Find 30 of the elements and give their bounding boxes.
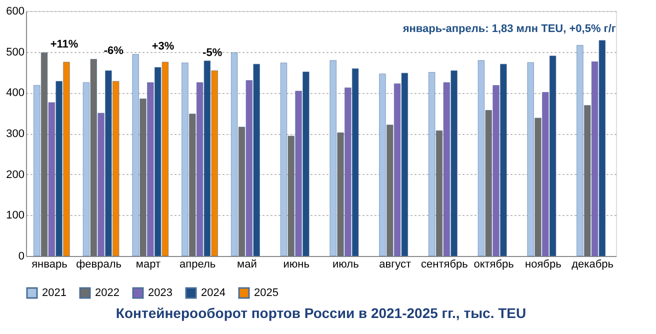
x-tick-label: ноябрь [525, 258, 562, 270]
x-tick-label: март [136, 258, 160, 270]
annotation: +3% [152, 40, 174, 52]
x-tick-label: сентябрь [421, 258, 468, 270]
x-tick-label: декабрь [572, 258, 614, 270]
legend-label: 2023 [148, 287, 172, 299]
x-tick-label: апрель [180, 258, 216, 270]
y-tick-label: 0 [18, 250, 24, 262]
x-tick-label: октябрь [474, 258, 514, 270]
x-tick-label: февраль [76, 258, 122, 270]
x-tick-label: август [379, 258, 412, 270]
y-tick-label: 400 [6, 87, 24, 100]
x-tick-label: май [237, 258, 257, 270]
text: Контейнерооборот портов России в 2021-2025 гг., тыс. TEU [116, 305, 526, 321]
annotation: +11% [50, 38, 78, 51]
y-tick-label: 300 [6, 128, 24, 140]
y-tick-label: 500 [6, 46, 24, 58]
y-tick-label: 600 [6, 6, 24, 18]
y-tick-label: 100 [6, 210, 24, 222]
legend-label: 2024 [201, 287, 226, 299]
x-tick-label: июнь [283, 258, 310, 270]
legend-label: 2021 [42, 287, 66, 299]
x-tick-label: январь [32, 258, 68, 270]
y-tick-label: 200 [6, 168, 24, 181]
annotation: -6% [104, 45, 124, 58]
x-tick-label: июль [332, 258, 360, 270]
annotation: -5% [202, 46, 222, 59]
annotation: январь-апрель: 1,83 млн TEU, +0,5% г/г [402, 23, 616, 35]
legend-label: 2025 [254, 287, 278, 299]
legend-label: 2022 [95, 287, 120, 299]
